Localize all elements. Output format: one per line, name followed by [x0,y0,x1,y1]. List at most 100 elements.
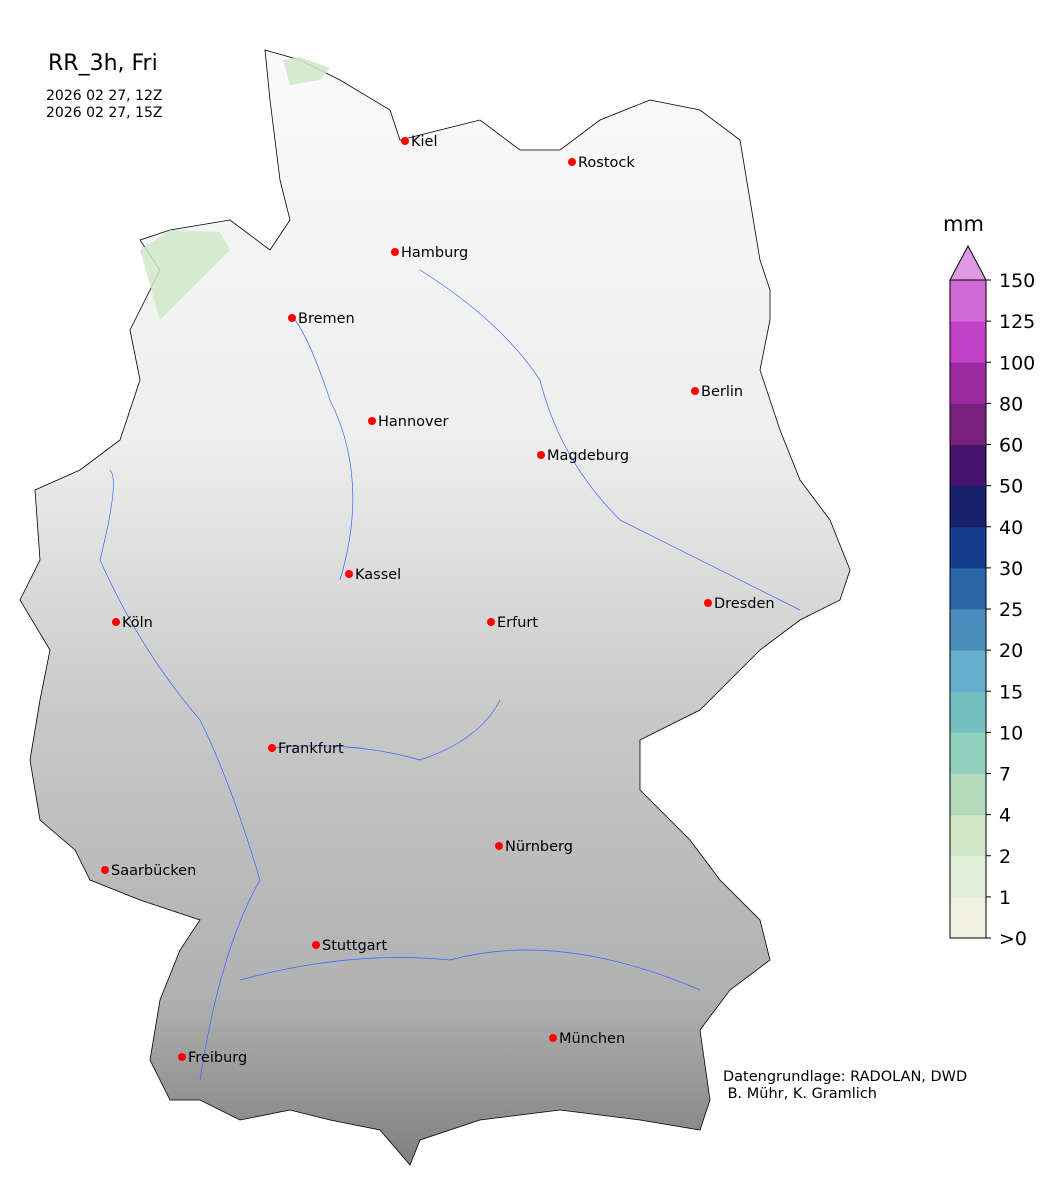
city-label: Erfurt [497,615,538,631]
city-label: Nürnberg [505,839,573,855]
city-münchen: München [549,1031,625,1047]
colorbar-tick-label: 20 [999,640,1023,662]
city-marker [691,387,699,395]
colorbar-tick-label: 10 [999,722,1023,744]
colorbar-segment [950,773,986,816]
colorbar-segment [950,567,986,610]
city-markers: Kiel Rostock Hamburg Bremen Berlin Hannover Ma… [101,134,775,1066]
colorbar-segment [950,814,986,857]
credit-line-1: Datengrundlage: RADOLAN, DWD [723,1069,968,1085]
colorbar-unit: mm [943,212,984,236]
colorbar-tick-label: 4 [999,805,1011,827]
city-marker [487,618,495,626]
city-marker [368,417,376,425]
city-dresden: Dresden [704,596,775,612]
colorbar-segment [950,280,986,322]
city-label: Bremen [298,311,355,327]
city-label: München [559,1031,625,1047]
colorbar-tick-label: 2 [999,846,1011,868]
colorbar: >0 1 2 4 7 10 15 20 25 30 40 50 60 80 100 125 150 [949,244,1035,950]
colorbar-tick-label: 40 [999,517,1023,539]
city-label: Rostock [578,155,635,171]
city-kassel: Kassel [345,567,401,583]
city-marker [101,866,109,874]
city-label: Frankfurt [278,741,344,757]
colorbar-tick-label: 60 [999,435,1023,457]
city-label: Kassel [355,567,401,583]
colorbar-tick-label: 150 [999,270,1035,292]
city-kiel: Kiel [401,134,438,150]
colorbar-segment [950,526,986,569]
city-hannover: Hannover [368,414,449,430]
colorbar-tick-label: 50 [999,476,1023,498]
city-saarbücken: Saarbücken [101,863,196,879]
city-label: Kiel [411,134,438,150]
data-credit: Datengrundlage: RADOLAN, DWD B. Mühr, K.… [723,1069,967,1103]
city-marker [391,248,399,256]
city-label: Magdeburg [547,448,629,464]
city-magdeburg: Magdeburg [537,448,629,464]
city-marker [112,618,120,626]
colorbar-tick-label: 7 [999,764,1011,786]
city-marker [345,570,353,578]
city-marker [568,158,576,166]
colorbar-tick-label: 30 [999,558,1023,580]
city-marker [704,599,712,607]
city-label: Hamburg [401,245,468,261]
city-erfurt: Erfurt [487,615,538,631]
city-label: Hannover [378,414,449,430]
colorbar-segment [950,403,986,445]
city-köln: Köln [112,615,153,631]
city-nürnberg: Nürnberg [495,839,573,855]
colorbar-extend-arrow [949,244,987,281]
end-time: 2026 02 27, 15Z [46,105,163,121]
city-label: Saarbücken [111,863,196,879]
city-marker [495,842,503,850]
colorbar-tick-label: 25 [999,599,1023,621]
colorbar-segment [950,855,986,898]
colorbar-segment [950,485,986,528]
city-label: Berlin [701,384,743,400]
city-label: Freiburg [188,1050,247,1066]
river-danube [239,949,701,991]
city-marker [178,1053,186,1061]
river-elbe [419,269,801,611]
colorbar-segment [950,691,986,733]
city-label: Dresden [714,596,775,612]
city-marker [268,744,276,752]
city-frankfurt: Frankfurt [268,741,344,757]
colorbar-segment [950,362,986,404]
river-rhine [99,469,261,1081]
colorbar-tick-label: 15 [999,681,1023,703]
city-marker [537,451,545,459]
colorbar-segment [950,321,986,363]
colorbar-tick-label: 125 [999,311,1035,333]
precip-area-sylt [283,57,330,85]
credit-line-2: B. Mühr, K. Gramlich [723,1086,877,1102]
germany-outline [19,49,851,1166]
colorbar-segment [950,650,986,692]
city-hamburg: Hamburg [391,245,468,261]
city-rostock: Rostock [568,155,635,171]
precip-area-north-sea-coast [140,230,230,320]
city-marker [312,941,320,949]
colorbar-segment [950,896,986,939]
city-berlin: Berlin [691,384,743,400]
city-marker [288,314,296,322]
colorbar-tick-label: 80 [999,393,1023,415]
colorbar-tick-label: 1 [999,887,1011,909]
start-time: 2026 02 27, 12Z [46,88,163,104]
city-stuttgart: Stuttgart [312,938,388,954]
river-weser [294,319,354,581]
city-marker [401,137,409,145]
colorbar-tick-label: >0 [999,928,1027,950]
rivers [99,269,801,1081]
colorbar-segment [950,444,986,487]
colorbar-segment [950,732,986,774]
city-freiburg: Freiburg [178,1050,247,1066]
map-title: RR_3h, Fri [48,51,158,76]
colorbar-segment [950,609,986,651]
river-main [271,699,501,761]
city-bremen: Bremen [288,311,355,327]
